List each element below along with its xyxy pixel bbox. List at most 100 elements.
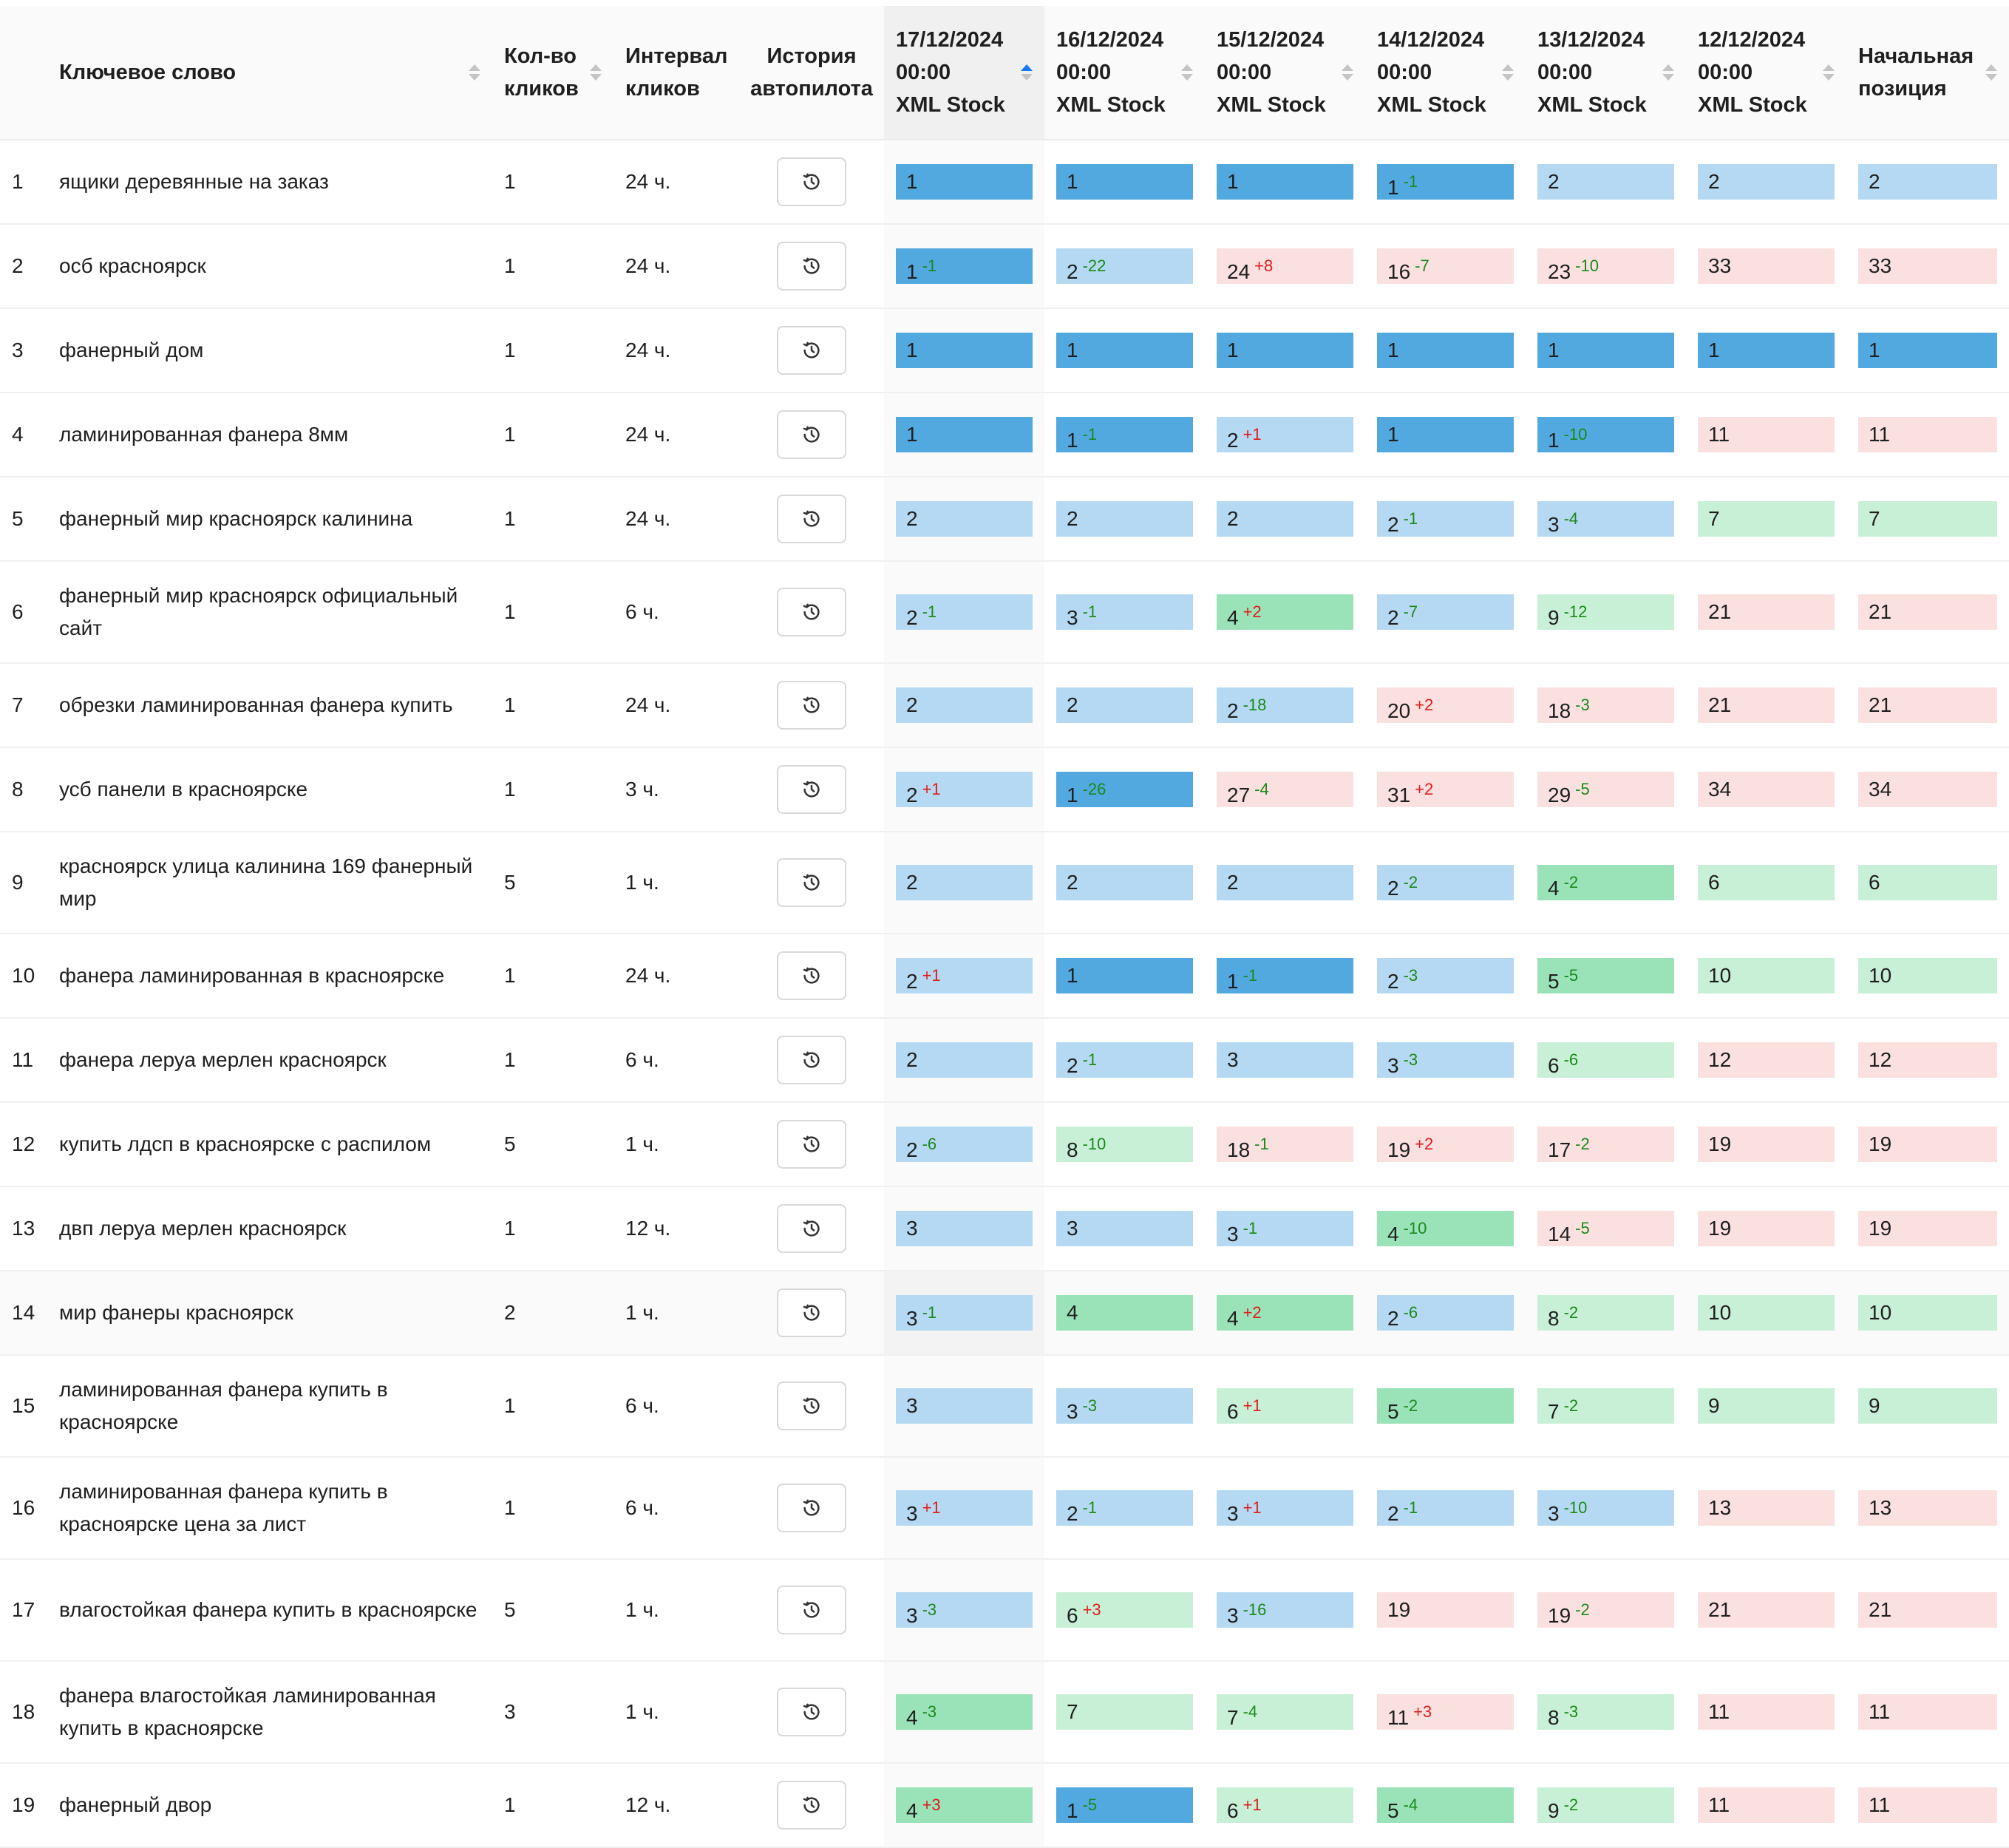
sort-icon[interactable] xyxy=(469,64,480,81)
sort-icon[interactable] xyxy=(1985,64,1997,81)
position-number: 19 xyxy=(1387,1138,1411,1161)
autopilot-history-button[interactable] xyxy=(777,1036,846,1084)
position-value: 1 xyxy=(896,333,1033,368)
position-value: 2 -3 xyxy=(1377,958,1514,993)
clock-history-icon xyxy=(803,874,820,891)
autopilot-history-button[interactable] xyxy=(777,1382,846,1430)
autopilot-history-button[interactable] xyxy=(777,157,846,206)
autopilot-history-button[interactable] xyxy=(777,410,846,459)
position-number: 19 xyxy=(1869,1132,1892,1155)
col-header-clicks[interactable]: Кол-во кликов xyxy=(492,6,613,140)
clock-history-icon xyxy=(803,426,820,443)
autopilot-history-button[interactable] xyxy=(777,1120,846,1169)
autopilot-history-button[interactable] xyxy=(777,1781,846,1830)
position-number: 3 xyxy=(906,1502,918,1525)
position-change: +2 xyxy=(1415,1135,1434,1153)
position-number: 3 xyxy=(1067,1217,1078,1240)
position-value: 3 -4 xyxy=(1537,501,1674,537)
keyword-cell: ящики деревянные на заказ xyxy=(59,170,329,193)
position-number: 1 xyxy=(1548,339,1560,361)
col-header-date-16[interactable]: 16/12/2024 00:00 XML Stock xyxy=(1044,6,1205,140)
position-value: 3 xyxy=(1217,1042,1353,1078)
interval-cell: 1 ч. xyxy=(625,1700,659,1723)
sort-icon[interactable] xyxy=(1342,64,1353,81)
keyword-cell: фанерный мир красноярск официальный сайт xyxy=(59,584,458,639)
position-cell: 2 -2 xyxy=(1365,832,1526,934)
position-change: -10 xyxy=(1575,257,1599,275)
position-change: -5 xyxy=(1082,1796,1098,1814)
col-header-keyword[interactable]: Ключевое слово xyxy=(47,6,492,140)
position-value: 2 xyxy=(1858,164,1997,200)
row-number: 16 xyxy=(12,1496,35,1519)
position-value: 3 xyxy=(896,1388,1033,1424)
position-value: 3 -3 xyxy=(1377,1042,1514,1078)
position-change: -12 xyxy=(1563,602,1588,621)
autopilot-history-button[interactable] xyxy=(777,681,846,730)
position-number: 1 xyxy=(1067,339,1078,361)
col-header-date-label: 13/12/2024 00:00 XML Stock xyxy=(1537,28,1647,117)
autopilot-history-button[interactable] xyxy=(777,765,846,814)
position-cell: 1 xyxy=(1365,308,1526,393)
position-number: 9 xyxy=(1708,1394,1720,1417)
history-cell xyxy=(739,1763,884,1847)
position-cell: 7 -2 xyxy=(1526,1355,1686,1457)
col-header-date-14[interactable]: 14/12/2024 00:00 XML Stock xyxy=(1365,6,1526,140)
col-header-history: История автопилота xyxy=(739,6,884,140)
col-header-date-15[interactable]: 15/12/2024 00:00 XML Stock xyxy=(1205,6,1365,140)
position-cell: 2 -1 xyxy=(1044,1457,1205,1559)
sort-icon[interactable] xyxy=(1662,64,1674,81)
position-number: 10 xyxy=(1869,1301,1892,1324)
autopilot-history-button[interactable] xyxy=(777,242,846,291)
autopilot-history-button[interactable] xyxy=(777,588,846,636)
autopilot-history-button[interactable] xyxy=(777,1688,846,1736)
interval-cell: 1 ч. xyxy=(625,1598,659,1621)
interval-cell: 24 ч. xyxy=(625,339,671,361)
autopilot-history-button[interactable] xyxy=(777,1288,846,1337)
col-header-date-17[interactable]: 17/12/2024 00:00 XML Stock xyxy=(884,6,1044,140)
autopilot-history-button[interactable] xyxy=(777,858,846,907)
position-cell: 9 xyxy=(1686,1355,1846,1457)
col-header-date-12[interactable]: 12/12/2024 00:00 XML Stock xyxy=(1686,6,1846,140)
position-value: 1 -1 xyxy=(896,248,1033,284)
position-value: 7 xyxy=(1056,1694,1193,1730)
position-change: -7 xyxy=(1415,257,1430,275)
keyword-cell: купить лдсп в красноярске с распилом xyxy=(59,1132,432,1155)
sort-icon[interactable] xyxy=(1502,64,1514,81)
position-value: 2 -1 xyxy=(1056,1042,1193,1078)
autopilot-history-button[interactable] xyxy=(777,495,846,543)
autopilot-history-button[interactable] xyxy=(777,326,846,375)
start-position-cell: 7 xyxy=(1846,477,2009,561)
sort-icon[interactable] xyxy=(1021,64,1033,81)
position-change: +1 xyxy=(922,1498,941,1517)
position-cell: 19 -2 xyxy=(1526,1559,1686,1661)
interval-cell: 1 ч. xyxy=(613,1271,739,1355)
clicks-cell: 1 xyxy=(504,423,516,446)
clock-history-icon xyxy=(803,1304,820,1321)
position-value: 8 -3 xyxy=(1537,1694,1674,1730)
autopilot-history-button[interactable] xyxy=(777,1586,846,1634)
position-number: 2 xyxy=(906,784,918,806)
keyword-cell: усб панели в красноярске xyxy=(59,778,308,801)
position-value: 2 -1 xyxy=(1056,1490,1193,1526)
autopilot-history-button[interactable] xyxy=(777,951,846,1000)
col-header-date-13[interactable]: 13/12/2024 00:00 XML Stock xyxy=(1526,6,1686,140)
sort-icon[interactable] xyxy=(590,64,602,81)
position-cell: 23 -10 xyxy=(1526,224,1686,308)
position-change: -1 xyxy=(922,1303,937,1322)
col-header-start-position[interactable]: Начальная позиция xyxy=(1846,6,2009,140)
sort-icon[interactable] xyxy=(1181,64,1193,81)
row-number: 2 xyxy=(12,254,24,277)
position-value: 1 -26 xyxy=(1056,772,1193,807)
sort-icon[interactable] xyxy=(1823,64,1835,81)
autopilot-history-button[interactable] xyxy=(777,1484,846,1532)
start-position-cell: 21 xyxy=(1846,663,2009,747)
position-number: 17 xyxy=(1548,1138,1571,1161)
autopilot-history-button[interactable] xyxy=(777,1204,846,1253)
position-value: 10 xyxy=(1698,958,1835,993)
clock-history-icon xyxy=(803,1135,820,1152)
row-number: 11 xyxy=(12,1048,34,1071)
position-change: -10 xyxy=(1082,1135,1107,1153)
position-number: 2 xyxy=(1387,1307,1399,1330)
start-position-cell: 11 xyxy=(1846,1661,2009,1763)
position-cell: 1 xyxy=(1205,308,1365,393)
